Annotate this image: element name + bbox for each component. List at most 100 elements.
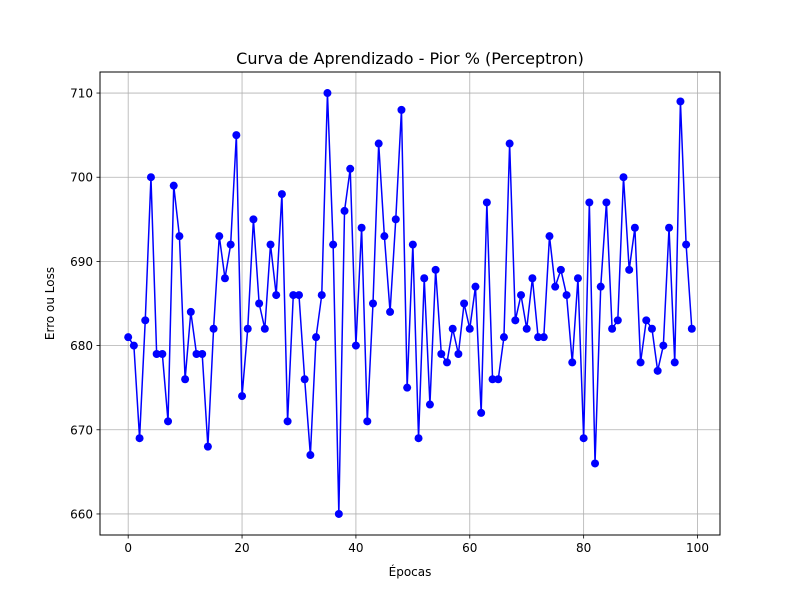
data-point xyxy=(357,223,366,232)
data-point xyxy=(625,265,634,274)
data-point xyxy=(556,265,565,274)
data-point xyxy=(659,341,668,350)
data-point xyxy=(551,282,560,291)
data-point xyxy=(414,434,423,443)
data-point xyxy=(579,434,588,443)
data-point xyxy=(181,375,190,384)
data-point xyxy=(146,173,155,182)
data-point xyxy=(630,223,639,232)
data-point xyxy=(642,316,651,325)
data-point xyxy=(294,291,303,300)
data-point xyxy=(203,442,212,451)
data-point xyxy=(283,417,292,426)
data-point xyxy=(539,333,548,342)
y-tick-label: 710 xyxy=(70,87,93,101)
data-point xyxy=(591,459,600,468)
series-line xyxy=(127,92,693,515)
data-point xyxy=(363,417,372,426)
y-axis-label: Erro ou Loss xyxy=(43,267,57,340)
data-point xyxy=(289,291,298,300)
data-point xyxy=(511,316,520,325)
data-point xyxy=(585,198,594,207)
data-point xyxy=(249,215,258,224)
data-point xyxy=(687,324,696,333)
data-point xyxy=(238,392,247,401)
data-point xyxy=(158,350,167,359)
data-point xyxy=(460,299,469,308)
y-tick-label: 660 xyxy=(70,507,93,521)
data-point xyxy=(186,307,195,316)
data-point xyxy=(198,350,207,359)
data-point xyxy=(420,274,429,283)
data-point xyxy=(260,324,269,333)
data-point xyxy=(682,240,691,249)
data-point xyxy=(408,240,417,249)
x-tick-label: 20 xyxy=(234,541,249,555)
data-point xyxy=(277,190,286,199)
data-point xyxy=(317,291,326,300)
data-point xyxy=(169,181,178,190)
data-point xyxy=(164,417,173,426)
data-point xyxy=(454,350,463,359)
data-point xyxy=(312,333,321,342)
data-point xyxy=(647,324,656,333)
data-point xyxy=(152,350,161,359)
data-point xyxy=(391,215,400,224)
y-tick-label: 680 xyxy=(70,339,93,353)
data-point xyxy=(443,358,452,367)
data-point xyxy=(346,164,355,173)
data-point xyxy=(619,173,628,182)
grid xyxy=(100,72,720,535)
y-tick-label: 690 xyxy=(70,255,93,269)
data-point xyxy=(300,375,309,384)
data-point xyxy=(215,232,224,241)
data-point xyxy=(676,97,685,106)
data-point xyxy=(499,333,508,342)
data-point xyxy=(386,307,395,316)
data-point xyxy=(209,324,218,333)
data-point xyxy=(403,383,412,392)
data-point xyxy=(255,299,264,308)
chart-title: Curva de Aprendizado - Pior % (Perceptro… xyxy=(236,49,584,68)
data-point xyxy=(568,358,577,367)
data-point xyxy=(494,375,503,384)
y-tick-label: 670 xyxy=(70,423,93,437)
data-point xyxy=(517,291,526,300)
data-point xyxy=(431,265,440,274)
data-point xyxy=(232,131,241,140)
data-point xyxy=(141,316,150,325)
data-point xyxy=(323,89,332,98)
data-point xyxy=(613,316,622,325)
data-point xyxy=(175,232,184,241)
data-point xyxy=(368,299,377,308)
data-point xyxy=(653,366,662,375)
data-point xyxy=(482,198,491,207)
data-point xyxy=(602,198,611,207)
data-point xyxy=(465,324,474,333)
data-point xyxy=(124,333,133,342)
data-point xyxy=(306,451,315,460)
data-point xyxy=(562,291,571,300)
x-tick-label: 100 xyxy=(686,541,709,555)
data-point xyxy=(636,358,645,367)
data-point xyxy=(545,232,554,241)
data-point xyxy=(329,240,338,249)
ticks: 0 20 40 60 80 100 660 670 680 690 700 710 xyxy=(70,87,709,555)
data-point xyxy=(425,400,434,409)
data-point xyxy=(351,341,360,350)
data-point xyxy=(226,240,235,249)
data-point xyxy=(380,232,389,241)
x-tick-label: 80 xyxy=(576,541,591,555)
data-point xyxy=(334,509,343,518)
data-point xyxy=(272,291,281,300)
data-point xyxy=(135,434,144,443)
data-point xyxy=(670,358,679,367)
data-point xyxy=(534,333,543,342)
data-point xyxy=(437,350,446,359)
data-point xyxy=(374,139,383,148)
plot-area-frame xyxy=(99,71,721,536)
data-point xyxy=(220,274,229,283)
